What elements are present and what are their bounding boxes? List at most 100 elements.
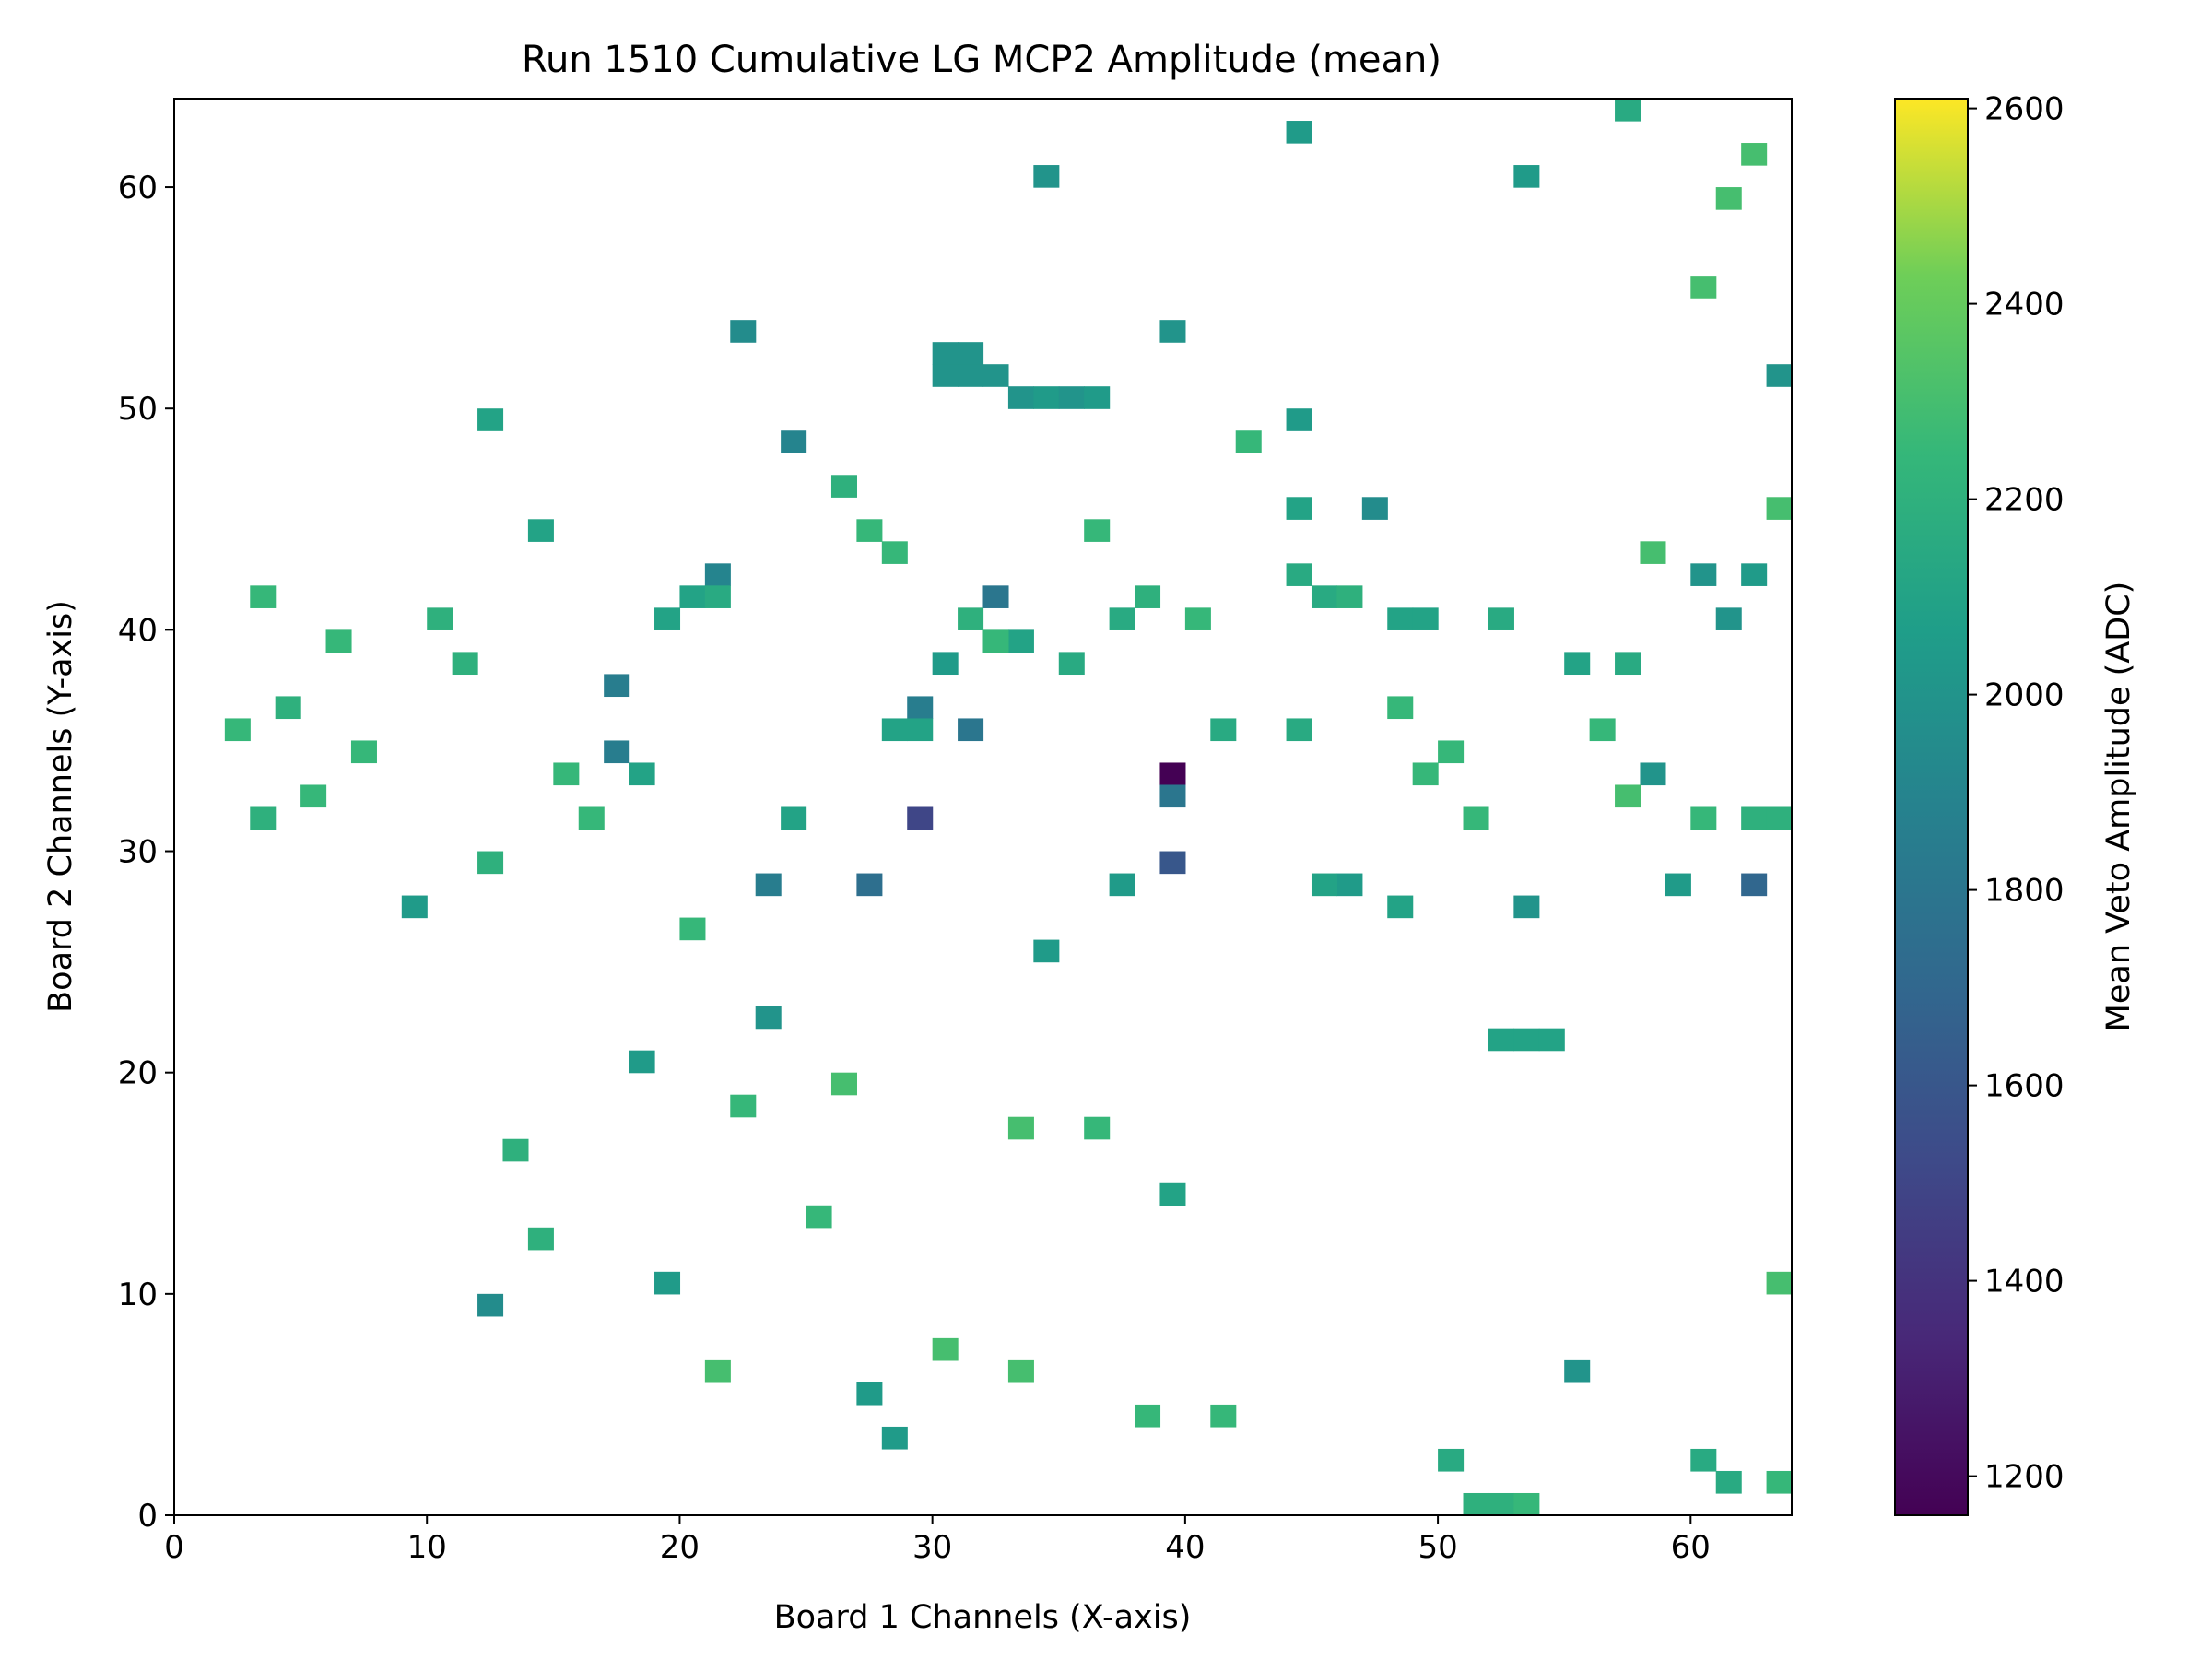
heatmap-cell	[1766, 1470, 1793, 1494]
heatmap-cell	[1084, 1116, 1111, 1140]
heatmap-cell	[275, 696, 301, 720]
heatmap-cell	[856, 1382, 883, 1406]
heatmap-cells	[224, 99, 1793, 1516]
heatmap-cell	[958, 718, 984, 742]
heatmap-cell	[1463, 1492, 1489, 1516]
heatmap-cell	[1135, 585, 1161, 608]
heatmap-cell	[604, 674, 630, 698]
x-tick-label: 10	[407, 1529, 447, 1566]
heatmap-cell	[755, 873, 782, 897]
colorbar-tick-label: 1400	[1984, 1264, 2065, 1300]
heatmap-cell	[1438, 1448, 1465, 1472]
heatmap-cell	[856, 873, 883, 897]
heatmap-cell	[1412, 607, 1439, 630]
heatmap-cell	[1690, 563, 1717, 586]
x-tick-label: 50	[1418, 1529, 1457, 1566]
chart-title: Run 1510 Cumulative LG MCP2 Amplitude (m…	[522, 39, 1441, 81]
x-tick-label: 0	[164, 1529, 184, 1566]
heatmap-cell	[982, 629, 1009, 653]
heatmap-cell	[1286, 408, 1312, 431]
heatmap-cell	[1488, 1028, 1514, 1052]
heatmap-cell	[250, 585, 276, 608]
heatmap-cell	[1690, 806, 1717, 830]
heatmap-cell	[1159, 1182, 1186, 1206]
heatmap-cell	[1513, 895, 1540, 919]
heatmap-cell	[1361, 497, 1388, 520]
heatmap-cell	[932, 342, 959, 365]
heatmap-cell	[907, 718, 934, 742]
x-tick-label: 30	[912, 1529, 952, 1566]
heatmap-cell	[1488, 607, 1514, 630]
x-tick-label: 20	[660, 1529, 700, 1566]
y-tick-label: 10	[118, 1277, 158, 1313]
heatmap-cell	[427, 607, 453, 630]
y-tick-label: 20	[118, 1055, 158, 1092]
heatmap-cell	[1766, 364, 1793, 387]
heatmap-cell	[932, 1337, 959, 1361]
x-tick-label: 60	[1671, 1529, 1711, 1566]
heatmap-cell	[1109, 873, 1135, 897]
x-axis-ticks: 0 10 20 30 40 50 60	[164, 1515, 1711, 1566]
heatmap-cell	[679, 585, 706, 608]
heatmap-cell	[1690, 1448, 1717, 1472]
colorbar-tick-label: 2200	[1984, 482, 2065, 519]
heatmap-cell	[704, 1359, 731, 1383]
heatmap-cell	[881, 1426, 908, 1450]
heatmap-cell	[1084, 386, 1111, 409]
heatmap-cell	[881, 718, 908, 742]
heatmap-cell	[553, 762, 580, 786]
y-tick-label: 0	[137, 1498, 158, 1535]
heatmap-cell	[1007, 386, 1034, 409]
heatmap-cell	[1387, 607, 1414, 630]
heatmap-cell	[1741, 143, 1768, 166]
heatmap-cell	[1033, 386, 1060, 409]
heatmap-cell	[1311, 585, 1337, 608]
heatmap-cell	[1007, 1359, 1034, 1383]
heatmap-cell	[730, 1094, 757, 1118]
heatmap-cell	[325, 629, 352, 653]
heatmap-cell	[830, 1072, 857, 1096]
y-tick-label: 40	[118, 612, 158, 649]
heatmap-cell	[982, 364, 1009, 387]
heatmap-cell	[300, 784, 327, 808]
heatmap-cell	[1538, 1028, 1565, 1052]
heatmap-cell	[1033, 939, 1060, 963]
heatmap-cell	[958, 342, 984, 365]
heatmap-cell	[679, 917, 706, 941]
heatmap-cell	[452, 652, 478, 676]
heatmap-cell	[1564, 1359, 1591, 1383]
heatmap-cell	[755, 1006, 782, 1030]
heatmap-cell	[1210, 1404, 1237, 1428]
heatmap-cell	[1640, 762, 1666, 786]
heatmap-cell	[1286, 718, 1312, 742]
heatmap-cell	[250, 806, 276, 830]
heatmap-cell	[1286, 121, 1312, 144]
heatmap-cell	[704, 585, 731, 608]
colorbar-tick-label: 1200	[1984, 1459, 2065, 1496]
colorbar-tick-label: 1800	[1984, 873, 2065, 910]
heatmap-cell	[1589, 718, 1616, 742]
heatmap-cell	[1033, 165, 1060, 188]
heatmap-cell	[1159, 784, 1186, 808]
heatmap-cell	[477, 1293, 504, 1317]
heatmap-cell	[1615, 99, 1641, 122]
heatmap-cell	[1615, 784, 1641, 808]
heatmap-cell	[1336, 873, 1363, 897]
heatmap-cell	[856, 519, 883, 542]
heatmap-cell	[907, 696, 934, 720]
colorbar	[1894, 98, 1969, 1516]
colorbar-tick-label: 1600	[1984, 1068, 2065, 1105]
heatmap-cell	[1311, 873, 1337, 897]
heatmap-cell	[1741, 806, 1768, 830]
heatmap-cell	[1715, 607, 1742, 630]
heatmap-cell	[704, 563, 731, 586]
heatmap-cell	[932, 364, 959, 387]
heatmap-cell	[477, 851, 504, 875]
heatmap-cell	[1513, 1028, 1540, 1052]
heatmap-cell	[654, 1271, 681, 1295]
heatmap-cell	[1235, 430, 1262, 453]
heatmap-cell	[806, 1205, 832, 1229]
x-tick-label: 40	[1165, 1529, 1205, 1566]
heatmap-cell	[1184, 607, 1211, 630]
y-axis-label: Board 2 Channels (Y-axis)	[42, 600, 79, 1013]
